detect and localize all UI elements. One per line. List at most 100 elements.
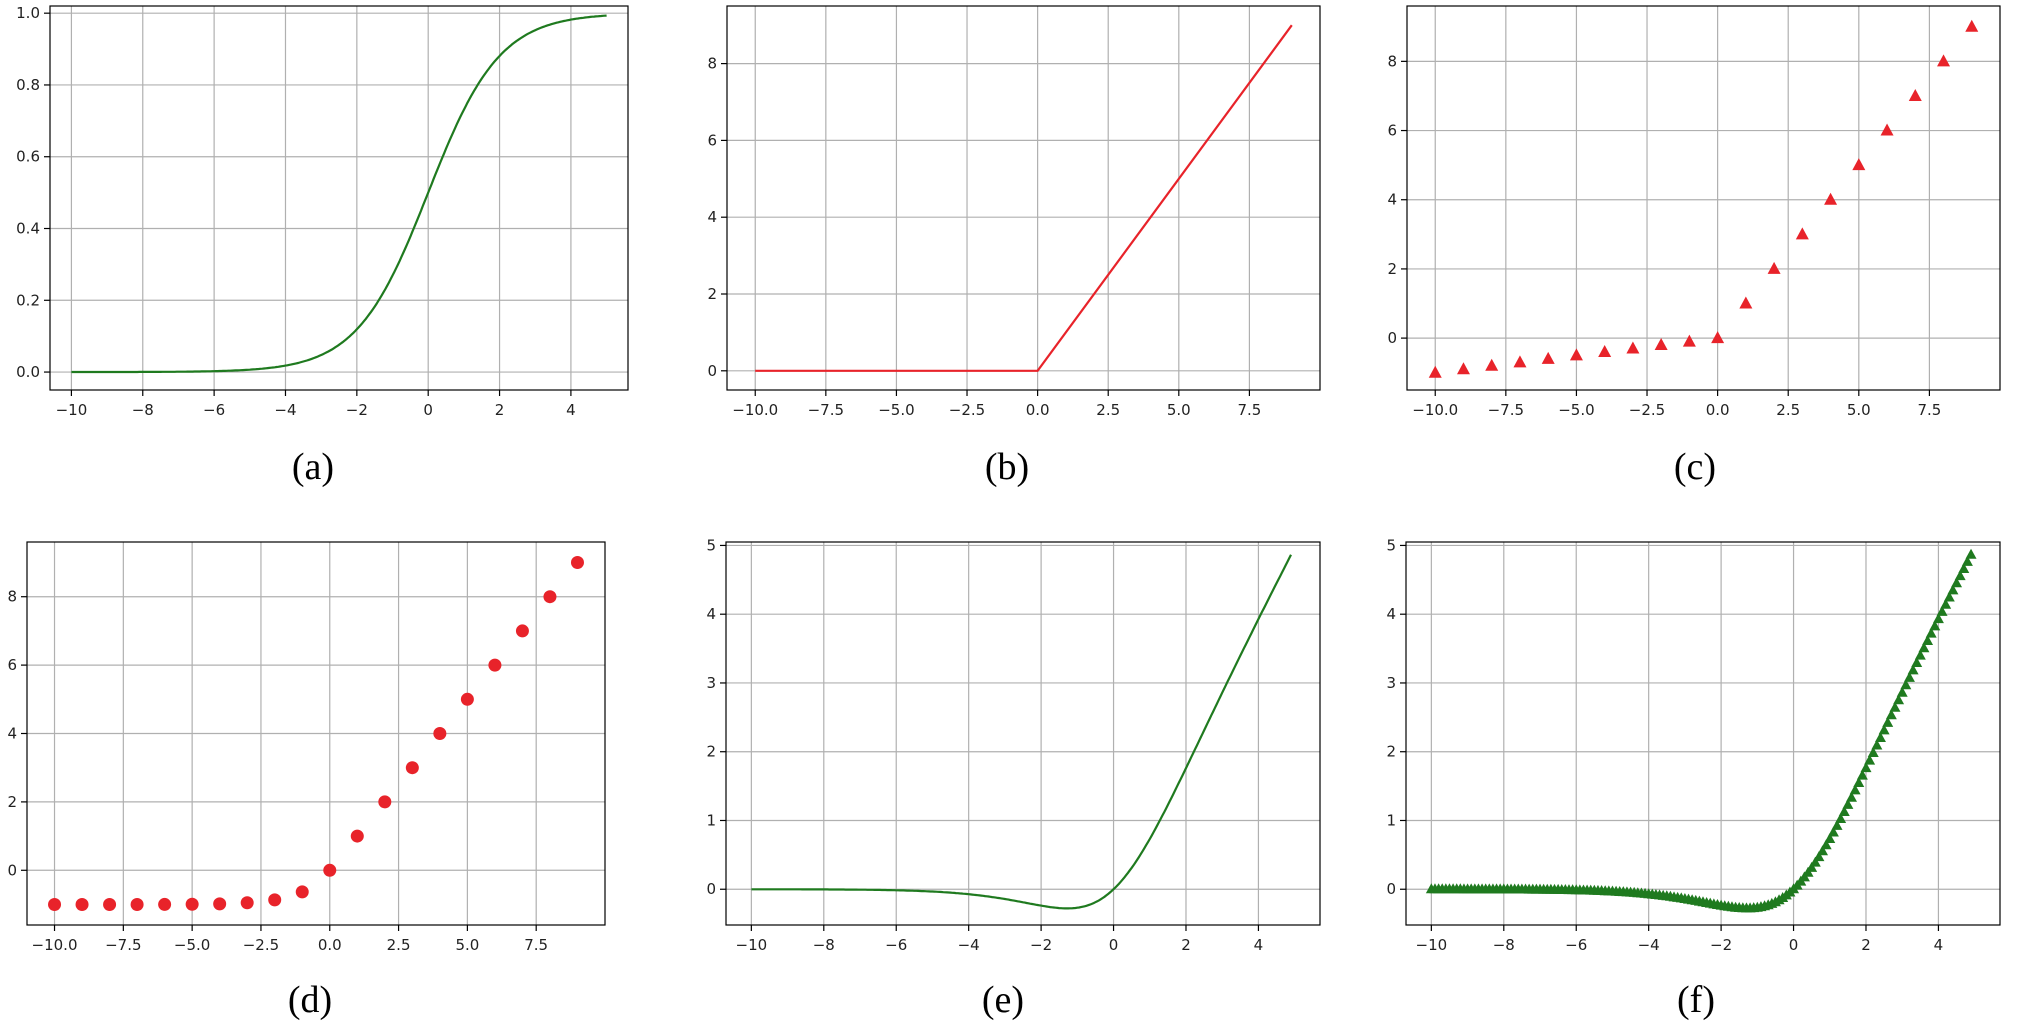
data-point: [1827, 826, 1839, 837]
data-point: [1965, 548, 1977, 559]
series-line: [751, 554, 1292, 910]
x-tick-label: −7.5: [808, 401, 844, 419]
x-tick-label: 0.0: [318, 936, 342, 954]
data-point: [103, 897, 117, 911]
data-point: [130, 897, 144, 911]
data-point: [1903, 671, 1915, 682]
data-point: [1598, 344, 1612, 357]
data-point: [1893, 694, 1905, 705]
data-point: [75, 897, 89, 911]
data-point: [1940, 598, 1952, 609]
data-point: [1626, 341, 1640, 354]
data-point: [1900, 679, 1912, 690]
y-tick-label: 4: [7, 725, 17, 743]
y-tick-label: 1: [1386, 811, 1396, 829]
y-tick-label: 2: [706, 743, 716, 761]
data-point: [1485, 358, 1499, 371]
data-point: [213, 897, 227, 911]
data-point: [1852, 158, 1866, 171]
plot-frame-f: [1405, 541, 2001, 926]
y-tick-label: 4: [706, 605, 716, 623]
y-tick-label: 6: [7, 656, 17, 674]
data-point: [433, 727, 447, 740]
y-tick-label: 0: [707, 362, 717, 380]
y-tick-label: 8: [707, 55, 717, 73]
y-tick-label: 2: [1386, 743, 1396, 761]
x-tick-label: −10: [736, 936, 768, 954]
plot-frame-e: [725, 541, 1321, 926]
data-point: [1907, 664, 1919, 675]
data-point: [1860, 762, 1872, 773]
data-point: [1932, 613, 1944, 624]
data-point: [1965, 19, 1979, 32]
x-tick-label: −5.0: [878, 401, 914, 419]
data-point: [1428, 365, 1442, 378]
x-tick-label: 4: [566, 401, 576, 419]
data-point: [1954, 570, 1966, 581]
x-tick-label: −2: [1710, 936, 1732, 954]
data-point: [1849, 784, 1861, 795]
y-tick-label: 2: [707, 285, 717, 303]
data-point: [1867, 747, 1879, 758]
x-tick-label: 0: [1789, 936, 1799, 954]
y-tick-label: 6: [707, 131, 717, 149]
y-tick-label: 1.0: [16, 4, 40, 22]
x-tick-label: 2: [1181, 936, 1191, 954]
y-tick-label: 8: [7, 588, 17, 606]
y-tick-label: 0.4: [16, 220, 40, 238]
data-point: [1513, 355, 1527, 368]
y-tick-label: 0: [1387, 329, 1397, 347]
data-point: [323, 863, 337, 877]
series-line: [71, 14, 607, 374]
data-point: [1908, 88, 1922, 101]
x-tick-label: 2.5: [1096, 401, 1120, 419]
x-tick-label: −5.0: [1558, 401, 1594, 419]
y-tick-label: 0.8: [16, 76, 40, 94]
x-tick-label: 0.0: [1026, 401, 1050, 419]
plot-frame-c: [1406, 5, 2001, 391]
x-tick-label: 2.5: [1776, 401, 1800, 419]
data-point: [1824, 832, 1836, 843]
y-tick-label: 5: [1386, 536, 1396, 554]
data-point: [1809, 856, 1821, 867]
y-tick-label: 2: [1387, 260, 1397, 278]
data-point: [1929, 620, 1941, 631]
x-tick-label: 7.5: [1237, 401, 1261, 419]
y-tick-label: 0.2: [16, 291, 40, 309]
data-point: [1795, 227, 1809, 240]
data-point: [268, 893, 282, 907]
x-tick-label: −7.5: [1488, 401, 1524, 419]
x-tick-label: 4: [1934, 936, 1944, 954]
data-point: [185, 897, 199, 911]
x-tick-label: −2.5: [243, 936, 279, 954]
x-tick-label: −2.5: [1629, 401, 1665, 419]
caption-c: (c): [1674, 446, 1716, 488]
x-tick-label: 5.0: [455, 936, 479, 954]
y-tick-label: 2: [7, 793, 17, 811]
panel-b: −10.0 −7.5 −5.0 −2.5 0.0 2.5 5.0 7.5 0 2 4 6 8 (b): [707, 5, 1321, 488]
data-point: [1856, 769, 1868, 780]
y-tick-label: 0.6: [16, 148, 40, 166]
x-tick-label: 0: [423, 401, 433, 419]
data-point: [1874, 731, 1886, 742]
data-point: [1569, 348, 1583, 361]
data-point: [1864, 754, 1876, 765]
data-point: [1817, 845, 1829, 856]
data-point: [158, 897, 172, 911]
y-tick-label: 1: [706, 811, 716, 829]
x-tick-label: 0: [1109, 936, 1119, 954]
x-tick-label: −4: [958, 936, 980, 954]
data-point: [1914, 649, 1926, 660]
y-tick-label: 0: [1386, 880, 1396, 898]
x-tick-label: −8: [813, 936, 835, 954]
y-tick-label: 0.0: [16, 363, 40, 381]
data-point: [1739, 296, 1753, 309]
data-point: [1880, 123, 1894, 136]
plot-frame-a: [49, 5, 629, 391]
x-tick-label: −6: [203, 401, 225, 419]
panel-e: −10 −8 −6 −4 −2 0 2 4 0 1 2 3 4 5 (e): [706, 536, 1321, 1021]
caption-e: (e): [982, 979, 1024, 1021]
data-point: [1842, 798, 1854, 809]
x-tick-label: −2: [346, 401, 368, 419]
data-point: [1541, 351, 1555, 364]
